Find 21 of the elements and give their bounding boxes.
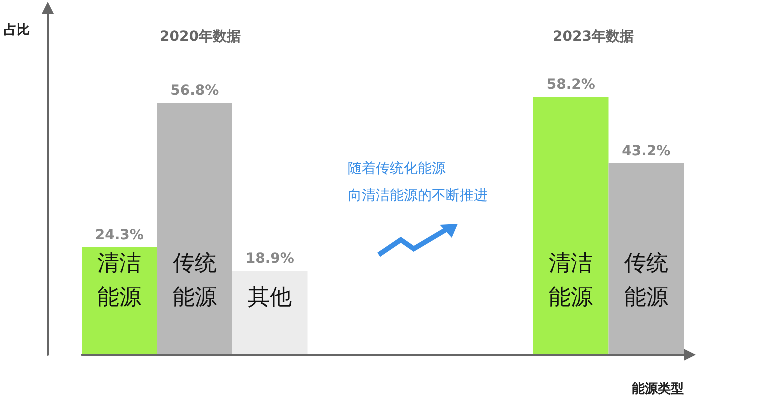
annotation: 向清洁能源的不断推进 <box>348 188 488 204</box>
bar <box>232 271 308 355</box>
x-tick-label: 清洁能源 <box>98 252 142 310</box>
text: 2023年数据 <box>553 29 634 45</box>
x-tick-label: 传统能源 <box>172 252 217 310</box>
bar <box>157 103 232 355</box>
bar <box>608 163 684 355</box>
x-axis-title: 能源类型 <box>632 381 684 397</box>
text: 占比 <box>4 23 30 38</box>
x-tick-label: 传统能源 <box>624 252 668 310</box>
bar <box>82 247 158 355</box>
x-tick-label: 其他 <box>248 286 292 310</box>
data-label: 24.3% <box>95 227 144 244</box>
annotation: 随着传统化能源 <box>348 161 446 177</box>
text: 2020年数据 <box>160 29 241 45</box>
data-label: 58.2% <box>546 76 596 93</box>
x-tick-label: 清洁能源 <box>549 252 594 310</box>
data-label: 56.8% <box>170 83 220 100</box>
data-label: 18.9% <box>246 251 294 268</box>
data-label: 43.2% <box>622 143 671 160</box>
bar <box>534 96 609 355</box>
